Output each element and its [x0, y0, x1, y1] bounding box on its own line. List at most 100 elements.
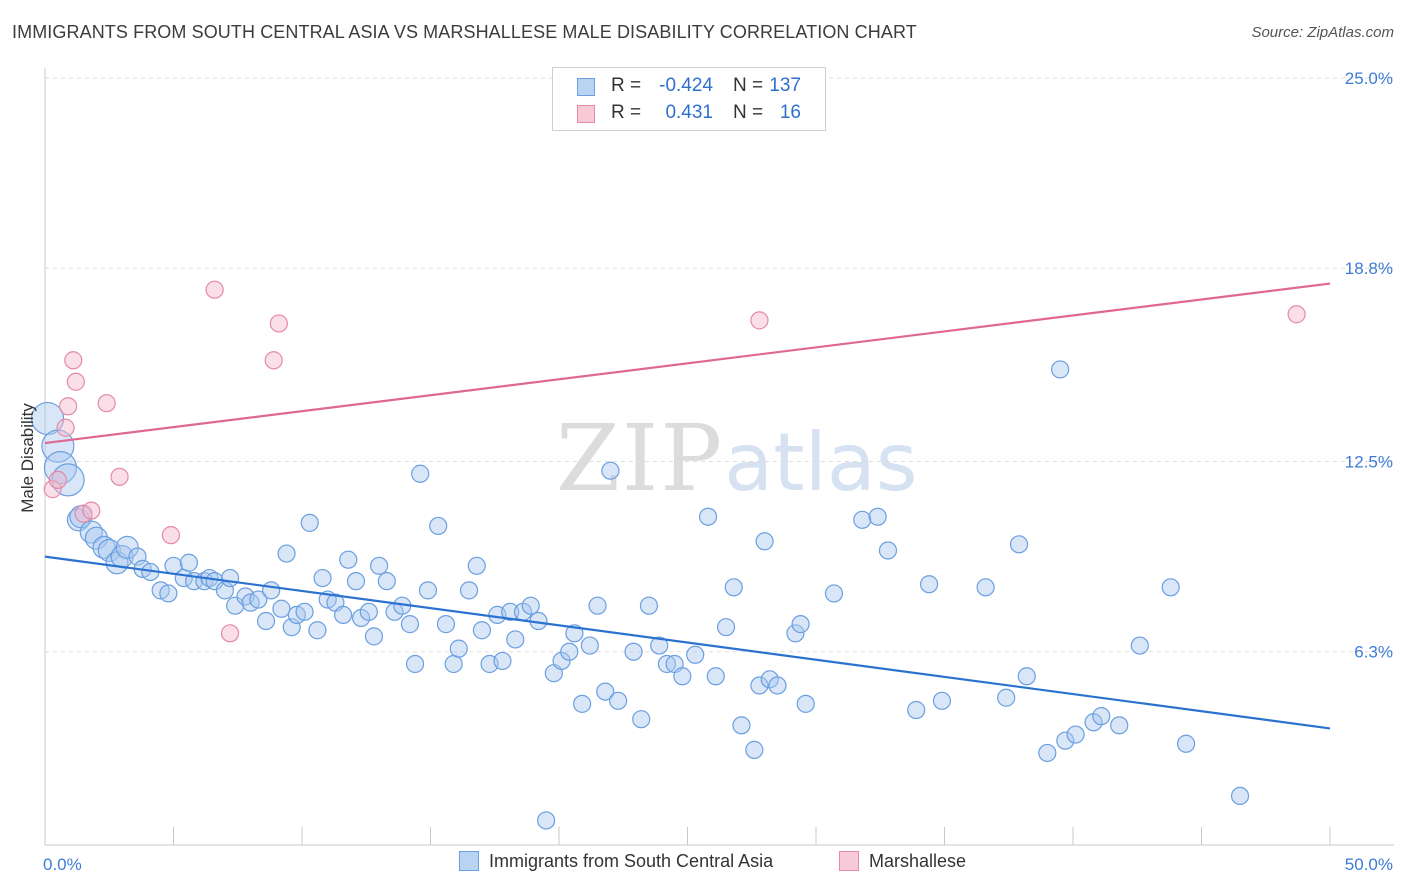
point-series1 — [179, 553, 199, 572]
tick-labels: 6.3% 12.5% 18.8% 25.0% 0.0% 50.0% Male Disabil… — [18, 69, 1393, 874]
grid-lines — [45, 77, 1394, 653]
point-series1 — [673, 667, 692, 686]
point-series2 — [82, 501, 101, 520]
point-series1 — [308, 621, 327, 640]
point-series1 — [436, 615, 456, 634]
stats-row-series2: R = 0.431 N = 16 — [553, 100, 825, 128]
point-series1 — [698, 507, 718, 526]
point-series1 — [493, 651, 512, 671]
point-series2 — [269, 314, 288, 333]
point-series1 — [537, 811, 556, 830]
point-series1 — [791, 615, 810, 634]
source-credit: Source: ZipAtlas.com — [1251, 24, 1394, 41]
point-series1 — [459, 581, 479, 600]
point-series1 — [1009, 535, 1029, 554]
r-value: 0.431 — [665, 102, 713, 123]
point-series1 — [339, 550, 358, 569]
legend-label-series2: Marshallese — [869, 851, 967, 871]
point-series1 — [346, 572, 366, 591]
point-series1 — [868, 507, 887, 526]
point-series1 — [405, 654, 425, 674]
y-tick-label: 6.3% — [1354, 643, 1393, 662]
point-series1 — [334, 605, 353, 625]
point-series1 — [632, 710, 651, 729]
point-series1 — [907, 700, 926, 720]
r-value: -0.424 — [659, 75, 713, 96]
point-series1 — [650, 636, 669, 655]
stats-row-series1: R = -0.424 N = 137 — [553, 73, 825, 101]
legend-item-series1: Immigrants from South Central Asia — [459, 851, 773, 872]
point-series2 — [43, 480, 62, 499]
point-series1 — [115, 535, 139, 560]
point-series1 — [1161, 578, 1180, 597]
n-label: N = — [733, 102, 764, 123]
point-series1 — [596, 682, 615, 701]
legend-swatch-series2 — [839, 851, 859, 871]
point-series1 — [1130, 636, 1149, 655]
stats-legend: R = -0.424 N = 137 R = 0.431 N = 16 — [552, 67, 826, 131]
point-series1 — [1056, 731, 1075, 750]
point-series1 — [220, 568, 240, 588]
point-series1 — [418, 581, 438, 600]
point-series1 — [521, 596, 540, 615]
point-series2 — [750, 311, 769, 330]
point-series1 — [601, 461, 620, 480]
point-series2 — [66, 372, 85, 391]
point-series1 — [364, 627, 384, 646]
legend-item-series2: Marshallese — [839, 851, 966, 872]
x-tick-label: 50.0% — [1345, 855, 1393, 874]
point-series1 — [249, 590, 268, 609]
legend-label-series1: Immigrants from South Central Asia — [489, 851, 774, 871]
point-series1 — [609, 691, 628, 710]
point-series1 — [786, 624, 805, 643]
point-series1 — [732, 716, 751, 735]
series1-swatch — [577, 78, 595, 96]
x-tick-label: 0.0% — [43, 855, 82, 874]
point-series1 — [552, 651, 571, 671]
point-series1 — [159, 584, 178, 603]
point-series1 — [976, 578, 995, 597]
point-series1 — [716, 618, 736, 637]
trend-line-series2 — [44, 282, 1331, 445]
point-series1 — [444, 654, 463, 674]
point-series1 — [639, 596, 659, 615]
point-series2 — [1287, 305, 1306, 324]
point-series1 — [878, 541, 898, 560]
point-series1 — [573, 694, 592, 713]
point-series1 — [755, 532, 774, 551]
point-series2 — [264, 351, 283, 370]
watermark-atlas: atlas — [724, 416, 918, 509]
point-series1 — [377, 572, 396, 591]
y-axis-title: Male Disability — [18, 403, 37, 513]
n-value: 137 — [769, 75, 801, 96]
point-series1 — [745, 740, 764, 759]
point-series1 — [84, 526, 109, 550]
point-series1 — [411, 464, 430, 483]
axes — [44, 68, 1394, 846]
point-series1 — [824, 584, 844, 603]
point-series1 — [1092, 707, 1111, 726]
point-series1 — [724, 578, 743, 597]
point-series2 — [64, 351, 83, 370]
point-series1 — [588, 596, 607, 615]
point-series1 — [997, 688, 1016, 707]
trend-lines — [44, 282, 1331, 730]
point-series1 — [313, 568, 332, 588]
point-series1 — [1038, 743, 1057, 763]
trend-line-series1 — [44, 555, 1331, 730]
point-series1 — [853, 510, 872, 529]
watermark: ZIPatlas — [556, 405, 918, 512]
point-series1 — [370, 556, 389, 575]
point-series2 — [161, 526, 181, 545]
point-series1 — [919, 575, 939, 594]
point-series1 — [686, 645, 705, 664]
watermark-zip: ZIP — [556, 405, 725, 512]
point-series1 — [706, 667, 725, 686]
point-series1 — [226, 596, 245, 615]
point-series2 — [110, 467, 129, 486]
point-series1 — [1176, 734, 1196, 753]
data-points — [30, 280, 1306, 830]
r-label: R = — [611, 75, 642, 96]
point-series1 — [624, 642, 643, 661]
point-series1 — [796, 694, 815, 713]
